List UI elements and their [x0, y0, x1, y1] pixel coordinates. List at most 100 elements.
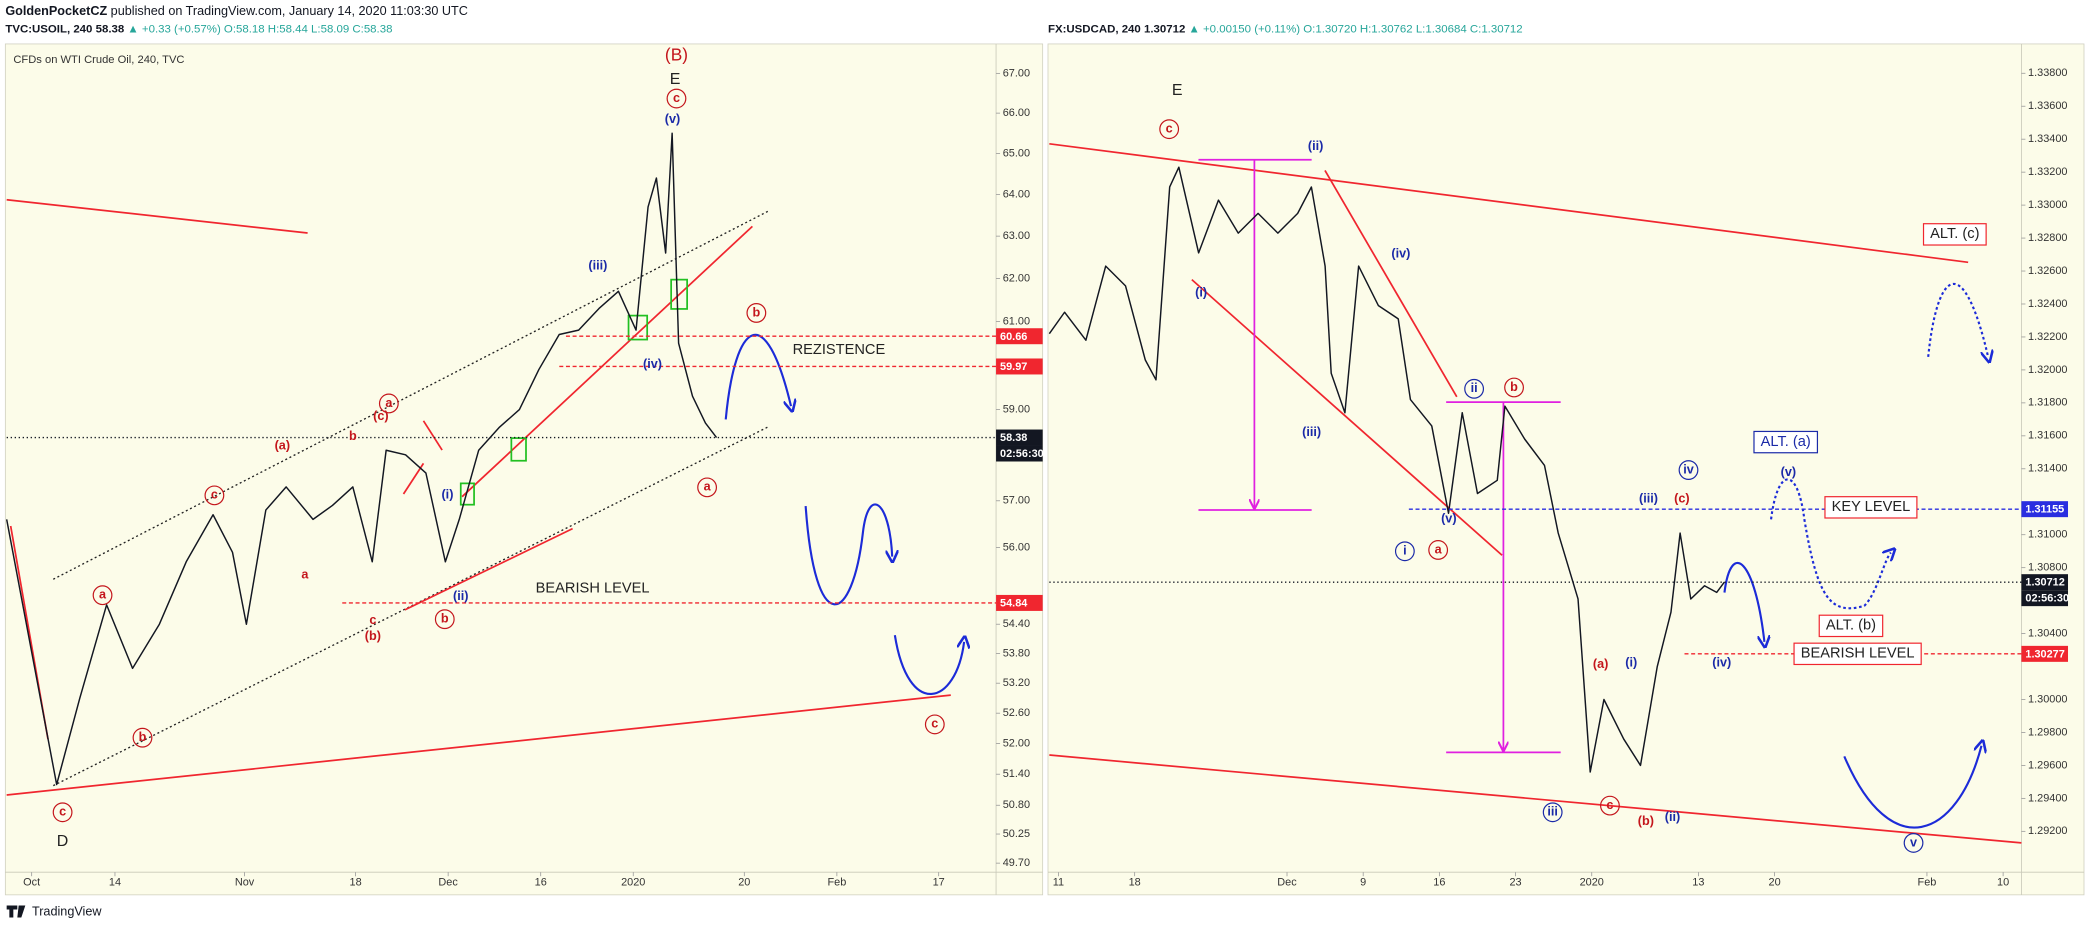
y-tick-label: 52.00: [1003, 737, 1030, 749]
y-tick-label: 52.60: [1003, 707, 1030, 719]
label-box: [1922, 223, 1987, 246]
wave-circle: [666, 88, 687, 109]
countdown: 02:56:30: [1000, 448, 1044, 460]
wave-circle: [132, 727, 153, 748]
price-tag: [996, 429, 1043, 446]
y-tick-label: 50.25: [1003, 828, 1030, 840]
y-tick-label: 53.80: [1003, 647, 1030, 659]
trendline: [1049, 142, 1969, 264]
y-tick-label: 1.31600: [2028, 430, 2067, 442]
channel-line: [52, 209, 770, 580]
wave-label: (i): [1195, 285, 1207, 299]
wave-label: (iv): [643, 357, 662, 371]
price-tag: [2021, 574, 2069, 591]
y-tick-label: 56.00: [1003, 541, 1030, 553]
wave-label: b: [441, 612, 449, 626]
price-tag-label: 1.30277: [2025, 648, 2064, 660]
wave-label: (b): [365, 629, 381, 643]
x-tick-label: 17: [933, 877, 945, 889]
legend-change: ▲ +0.33 (+0.57%): [127, 23, 221, 35]
wave-label: REZISTENCE: [793, 342, 886, 358]
wave-label: E: [670, 71, 681, 88]
y-tick-label: 1.30400: [2028, 627, 2067, 639]
wave-circle: [1159, 119, 1180, 140]
y-tick-label: 49.70: [1003, 857, 1030, 869]
y-tick-label: 62.00: [1003, 272, 1030, 284]
x-tick-label: Dec: [1277, 877, 1297, 889]
wave-label: c: [59, 805, 66, 819]
label-box: [1824, 496, 1918, 519]
wave-label: (B): [665, 45, 688, 65]
price-tag-label: 54.84: [1000, 597, 1027, 609]
footer: TradingView: [6, 905, 102, 919]
wave-circle: [1903, 832, 1924, 853]
price-line: [1048, 166, 1725, 773]
y-tick-label: 1.33600: [2028, 100, 2067, 112]
y-tick-label: 63.00: [1003, 230, 1030, 242]
legend-last: 1.30712: [1144, 23, 1185, 35]
wave-circle: [1504, 377, 1524, 398]
published: published on TradingView.com, January 14…: [111, 4, 468, 18]
wave-label: v: [1910, 835, 1917, 849]
x-tick-label: 10: [1997, 877, 2009, 889]
price-tag: [996, 358, 1043, 375]
channel-line: [52, 425, 770, 787]
trendline: [404, 527, 573, 611]
right-panel: [1047, 43, 2085, 896]
wave-label: c: [673, 91, 680, 105]
wave-label: b: [349, 429, 357, 443]
wave-circle: [1428, 540, 1449, 560]
wave-label: b: [1510, 380, 1518, 394]
x-tick-label: 13: [1692, 877, 1704, 889]
wave-circle: [1394, 541, 1415, 562]
price-line: [5, 132, 718, 786]
wave-label: ii: [1471, 381, 1478, 395]
x-tick-label: Oct: [23, 877, 40, 889]
drawings: [6, 142, 2022, 844]
wave-circle: [1678, 460, 1699, 480]
x-tick-label: 2020: [1580, 877, 1604, 889]
projection-arrow: [893, 635, 964, 695]
alt-projection: [1927, 282, 1988, 357]
x-tick-label: Dec: [438, 877, 458, 889]
left-panel: [4, 43, 1044, 896]
wave-label: E: [1172, 82, 1183, 99]
y-tick-label: 1.32800: [2028, 232, 2067, 244]
trendline: [6, 198, 308, 234]
y-tick-label: 1.32000: [2028, 364, 2067, 376]
legend-change: ▲ +0.00150 (+0.11%): [1189, 23, 1301, 35]
projection-arrow: [1723, 561, 1764, 642]
wave-label: (v): [665, 112, 680, 126]
wave-label: (v): [1781, 465, 1796, 479]
label-box: [1753, 430, 1819, 454]
x-tick-label: 20: [738, 877, 750, 889]
countdown-bg: [996, 445, 1043, 462]
trendline: [1324, 170, 1458, 398]
y-tick-label: 66.00: [1003, 107, 1030, 119]
wave-label: ALT. (b): [1826, 618, 1876, 634]
wave-label: (ii): [453, 589, 468, 603]
legend-symbol: FX:USDCAD, 240: [1048, 23, 1141, 35]
wave-label: (b): [1638, 814, 1654, 828]
y-tick-label: 50.80: [1003, 799, 1030, 811]
y-tick-label: 1.33400: [2028, 133, 2067, 145]
y-tick-label: 64.00: [1003, 188, 1030, 200]
legend-ohlc: O:1.30720 H:1.30762 L:1.30684 C:1.30712: [1303, 23, 1522, 35]
y-tick-label: 53.20: [1003, 677, 1030, 689]
wave-label: ALT. (c): [1930, 226, 1979, 242]
y-tick-label: 1.29200: [2028, 825, 2067, 837]
wave-label: c: [369, 613, 376, 627]
wave-label: (v): [1441, 512, 1456, 526]
price-tag-label: 1.30712: [2025, 577, 2064, 589]
x-tick-label: 14: [109, 877, 121, 889]
marker-box: [459, 482, 475, 506]
x-tick-label: Nov: [235, 877, 255, 889]
wave-circle: [924, 714, 945, 735]
wave-label: BEARISH LEVEL: [1801, 646, 1915, 662]
wave-label: c: [1166, 122, 1173, 136]
x-tick-label: Feb: [1918, 877, 1937, 889]
y-tick-label: 51.40: [1003, 768, 1030, 780]
marker-box: [670, 278, 688, 310]
